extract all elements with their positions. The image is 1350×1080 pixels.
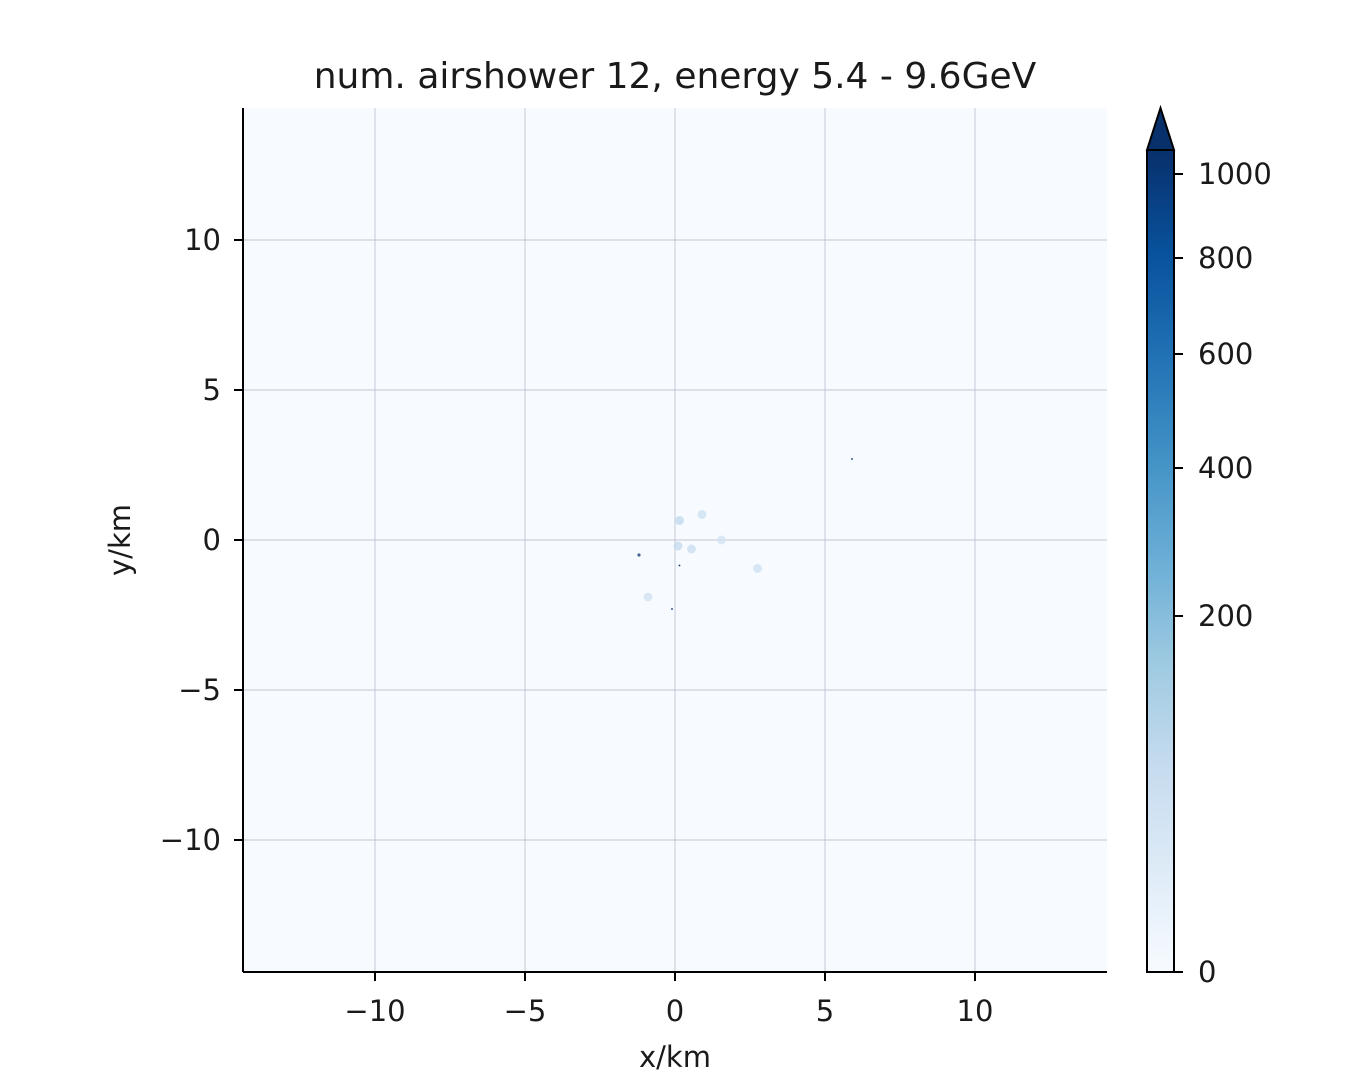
x-tick-label: −5 [504,994,547,1028]
shower-spot [851,458,853,460]
colorbar-tick-label: 600 [1198,337,1253,371]
shower-spot [678,564,681,567]
x-tick-label: −10 [344,994,405,1028]
y-tick-label: −10 [160,823,221,857]
shower-spot [687,544,696,554]
y-axis-label: y/km [103,504,137,576]
colorbar-tick-label: 1000 [1198,157,1272,191]
colorbar-extend-arrow [1145,104,1176,151]
y-tick-label: 10 [184,223,221,257]
shower-spot [637,553,641,557]
colorbar: 0 200 400 600 800 1000 [1145,104,1272,989]
shower-spot [643,592,653,602]
shower-spot [673,541,683,551]
colorbar-tick-label: 0 [1198,955,1216,989]
colorbar-tick-label: 200 [1198,599,1253,633]
shower-spot [671,608,673,610]
x-tick-label: 10 [957,994,994,1028]
x-tick-label: 5 [816,994,834,1028]
y-tick-label: 5 [203,373,221,407]
shower-spot [753,564,762,573]
colorbar-tick-label: 800 [1198,241,1253,275]
y-tick-label: −5 [178,673,221,707]
x-tick-label: 0 [666,994,684,1028]
x-axis-label: x/km [639,1040,711,1074]
colorbar-gradient [1147,150,1174,972]
chart-title: num. airshower 12, energy 5.4 - 9.6GeV [314,56,1037,97]
shower-spots [637,458,853,610]
shower-spot [697,510,707,519]
shower-spot [717,535,726,545]
x-ticks: −10 −5 0 5 10 [344,972,993,1028]
plot-area: −10 −5 0 5 10 −10 −5 0 5 10 [160,108,1107,1028]
colorbar-tick-label: 400 [1198,451,1253,485]
grid-lines [243,108,1107,972]
shower-spot [675,516,684,525]
colorbar-outline [1146,150,1175,973]
y-ticks: −10 −5 0 5 10 [160,223,243,857]
y-tick-label: 0 [203,523,221,557]
colorbar-ticks: 0 200 400 600 800 1000 [1174,157,1272,989]
